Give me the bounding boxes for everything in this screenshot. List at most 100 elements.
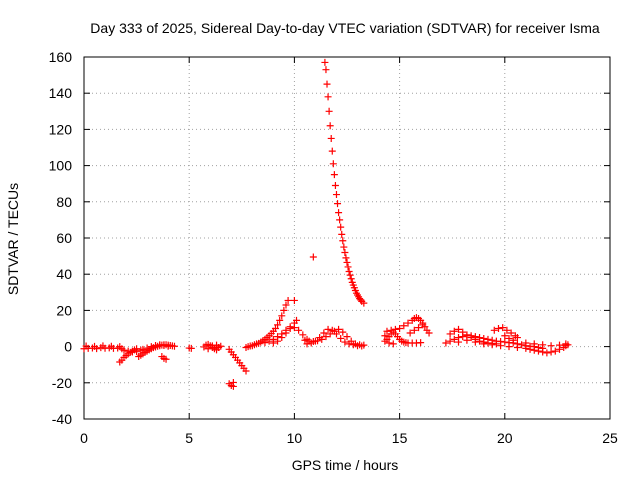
data-point [404, 319, 412, 327]
data-point [334, 200, 342, 208]
data-point [345, 267, 353, 275]
data-point [338, 230, 346, 238]
data-point [328, 326, 336, 334]
data-point [282, 329, 290, 337]
data-point [410, 326, 418, 334]
data-point [507, 329, 515, 337]
data-point [299, 331, 307, 339]
data-point [320, 329, 328, 337]
data-point [547, 342, 555, 350]
data-point [455, 325, 463, 333]
data-point [446, 337, 454, 345]
data-point [311, 337, 319, 345]
data-point [419, 321, 427, 329]
data-point [337, 223, 345, 231]
data-point [147, 343, 155, 351]
y-tick-label: 40 [56, 266, 72, 282]
data-point [503, 326, 511, 334]
data-point [543, 349, 551, 357]
x-tick-label: 10 [287, 430, 303, 446]
x-tick-label: 20 [497, 430, 513, 446]
data-point [547, 348, 555, 356]
y-tick-label: 0 [64, 339, 72, 355]
data-point [295, 326, 303, 334]
data-point [480, 340, 488, 348]
data-point [325, 107, 333, 115]
data-point [269, 339, 277, 347]
data-point [330, 171, 338, 179]
data-point [204, 345, 212, 353]
data-point [556, 341, 564, 349]
data-point [505, 334, 513, 342]
y-tick-label: 120 [49, 121, 73, 137]
data-point [286, 325, 294, 332]
data-point [450, 335, 458, 343]
data-point [156, 341, 164, 349]
chart-title: Day 333 of 2025, Sidereal Day-to-day VTE… [90, 20, 600, 36]
axis-ticks [83, 56, 611, 420]
x-axis-title: GPS time / hours [292, 457, 399, 473]
data-point [349, 341, 357, 349]
data-point [381, 332, 389, 340]
data-point [309, 253, 317, 261]
data-point [513, 334, 521, 342]
data-point [120, 346, 128, 354]
data-point [322, 66, 330, 74]
data-point [328, 147, 336, 155]
data-point [278, 334, 286, 342]
data-point [488, 341, 496, 349]
grid [84, 57, 610, 419]
data-point [539, 348, 547, 356]
data-point [139, 345, 147, 353]
data-point [107, 342, 115, 350]
data-point [152, 342, 160, 350]
data-point [91, 342, 99, 350]
data-point [284, 296, 292, 304]
data-point [387, 326, 395, 334]
data-point [442, 339, 450, 347]
data-point [417, 339, 425, 347]
data-point [143, 344, 151, 352]
data-point [133, 348, 141, 356]
data-point [463, 336, 471, 344]
y-tick-label: -40 [52, 411, 72, 427]
data-point [332, 191, 340, 199]
data-point [282, 301, 290, 309]
data-point [327, 134, 335, 142]
data-point [345, 340, 353, 348]
data-point [274, 321, 282, 329]
data-point [425, 329, 433, 337]
data-point [274, 337, 282, 345]
data-point [358, 342, 366, 350]
data-point [455, 338, 463, 346]
x-tick-label: 15 [392, 430, 408, 446]
data-point [335, 325, 343, 333]
data-point [513, 344, 521, 352]
data-point [501, 332, 509, 340]
plot-frame [83, 56, 611, 420]
data-point [242, 367, 250, 375]
data-point [406, 329, 414, 337]
data-point [344, 263, 352, 271]
x-tick-label: 25 [602, 430, 618, 446]
data-point [162, 355, 170, 363]
data-point [335, 209, 343, 217]
y-tick-label: 100 [49, 158, 73, 174]
data-point [329, 160, 337, 168]
data-point [389, 340, 397, 348]
data-point [326, 122, 334, 130]
data-point [499, 324, 507, 332]
data-point [476, 337, 484, 345]
data-point [339, 237, 347, 245]
data-point [331, 182, 339, 190]
data-point [518, 341, 526, 349]
data-point [497, 342, 505, 350]
data-point [336, 216, 344, 224]
data-point [217, 342, 225, 350]
data-point [303, 340, 311, 348]
data-point [213, 341, 221, 349]
data-point [446, 330, 454, 338]
data-point [391, 325, 399, 333]
data-point [415, 324, 423, 332]
